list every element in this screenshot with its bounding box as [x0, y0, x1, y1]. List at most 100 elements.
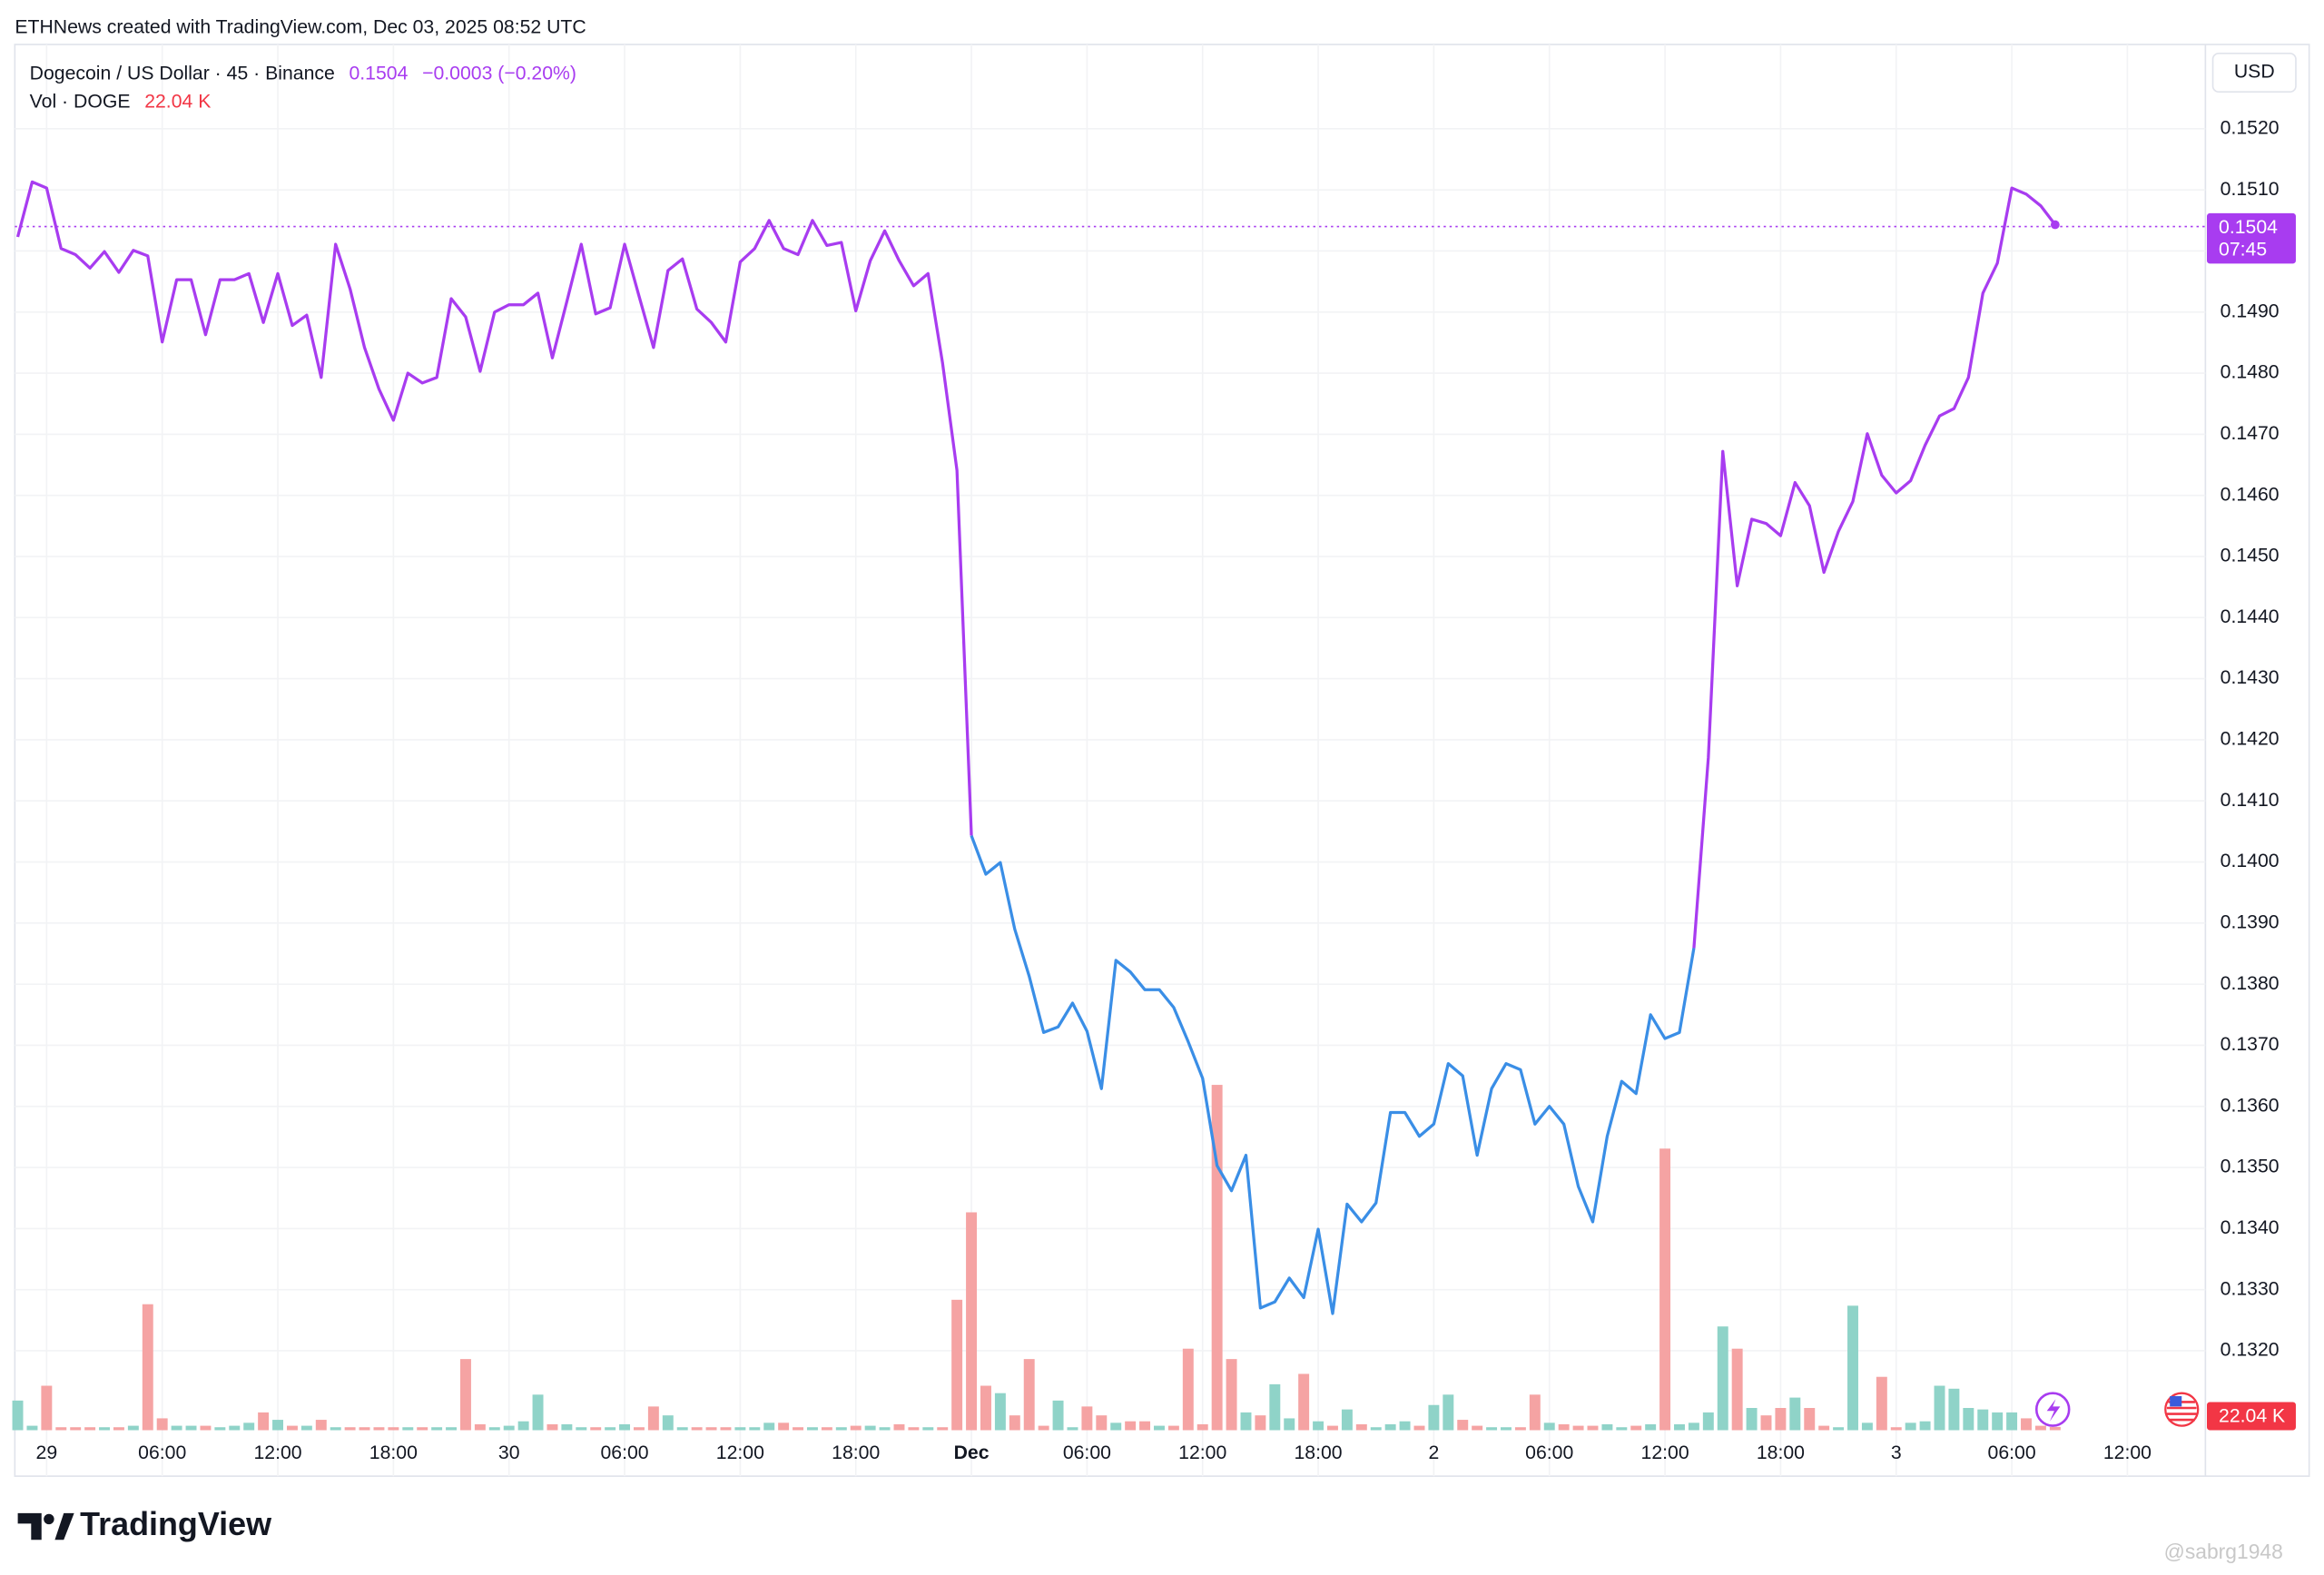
volume-bar: [778, 1422, 790, 1431]
volume-bar: [12, 1400, 24, 1431]
volume-bar: [793, 1427, 804, 1431]
volume-bar: [1196, 1423, 1208, 1431]
y-tick-label: 0.1520: [2221, 117, 2280, 138]
volume-bar: [1529, 1394, 1541, 1431]
volume-bar: [1096, 1415, 1108, 1431]
y-tick-label: 0.1480: [2221, 362, 2280, 383]
volume-bar: [1009, 1415, 1020, 1431]
volume-bar: [1572, 1425, 1584, 1431]
us-flag-icon[interactable]: [2164, 1392, 2200, 1427]
volume-bar: [619, 1423, 631, 1431]
volume-bar: [1905, 1422, 1916, 1431]
volume-bar: [300, 1425, 312, 1431]
volume-bar: [806, 1427, 818, 1431]
volume-bar: [1501, 1427, 1512, 1431]
x-tick-label: 18:00: [1295, 1442, 1343, 1463]
volume-bar: [1284, 1418, 1295, 1431]
legend-title: Dogecoin / US Dollar · 45 · Binance 0.15…: [30, 63, 576, 84]
volume-bar: [1543, 1422, 1555, 1431]
volume-bar: [243, 1422, 255, 1431]
watermark: @sabrg1948: [2164, 1540, 2283, 1563]
volume-bar: [446, 1427, 458, 1431]
volume-bar: [576, 1427, 587, 1431]
volume-bar: [1052, 1400, 1064, 1431]
volume-bar: [1616, 1427, 1628, 1431]
volume-bar: [1428, 1404, 1440, 1431]
volume-bar: [922, 1427, 934, 1431]
volume-bar: [142, 1304, 153, 1431]
volume-bar: [937, 1427, 949, 1431]
y-tick-label: 0.1460: [2221, 484, 2280, 505]
legend-change: −0.0003 (−0.20%): [422, 63, 576, 84]
volume-bar: [156, 1418, 168, 1431]
volume-bar: [1804, 1408, 1816, 1431]
volume-bar: [1110, 1422, 1122, 1431]
symbol: Dogecoin / US Dollar · 45 · Binance: [30, 63, 335, 84]
volume-bar: [503, 1425, 515, 1431]
volume-bar: [1125, 1421, 1137, 1431]
volume-bar: [1023, 1359, 1035, 1431]
x-tick-label: 2: [1428, 1442, 1439, 1463]
volume-bar: [474, 1423, 486, 1431]
volume-bar: [951, 1299, 963, 1431]
volume-bar: [1226, 1359, 1237, 1431]
volume-bar: [1789, 1397, 1801, 1431]
flash-icon[interactable]: [2034, 1392, 2071, 1427]
volume-bar: [1919, 1421, 1931, 1431]
volume-bar: [431, 1427, 443, 1431]
volume-bar: [879, 1427, 891, 1431]
volume-bar: [1760, 1415, 1772, 1431]
volume-bar: [1154, 1425, 1165, 1431]
volume-bar: [459, 1359, 471, 1431]
volume-bar: [1370, 1427, 1382, 1431]
volume-bar: [705, 1427, 717, 1431]
volume-bar: [2034, 1425, 2046, 1431]
volume-bar: [1645, 1423, 1657, 1431]
volume-bar: [84, 1427, 96, 1431]
x-tick-label: 06:00: [600, 1442, 648, 1463]
volume-bar: [1558, 1423, 1570, 1431]
y-tick-label: 0.1410: [2221, 790, 2280, 811]
volume-bar: [734, 1427, 746, 1431]
grid: [15, 44, 2206, 1477]
x-tick-label: 18:00: [832, 1442, 880, 1463]
volume-bar: [1081, 1406, 1093, 1431]
volume-bar: [315, 1420, 327, 1431]
x-tick-label: Dec: [954, 1442, 990, 1463]
y-tick-label: 0.1450: [2221, 546, 2280, 566]
volume-bar: [1890, 1427, 1902, 1431]
x-tick-label: 12:00: [716, 1442, 764, 1463]
tradingview-logo: [17, 1512, 74, 1541]
volume-bar: [1876, 1376, 1887, 1431]
currency-button[interactable]: [2211, 52, 2297, 94]
volume-bar: [1731, 1348, 1743, 1431]
volume-bar: [605, 1427, 616, 1431]
volume-bar: [286, 1425, 298, 1431]
volume-bar: [488, 1427, 500, 1431]
volume-bar: [1413, 1425, 1425, 1431]
x-tick-label: 12:00: [1178, 1442, 1226, 1463]
volume-bar: [1139, 1421, 1151, 1431]
y-tick-label: 0.1510: [2221, 179, 2280, 200]
volume-bar: [2006, 1412, 2018, 1431]
volume-bar: [41, 1385, 53, 1431]
volume-bar: [720, 1427, 732, 1431]
y-tick-label: 0.1490: [2221, 300, 2280, 321]
volume-bar: [1601, 1423, 1613, 1431]
x-tick-label: 06:00: [1525, 1442, 1573, 1463]
volume-bar: [330, 1427, 341, 1431]
volume-bar: [229, 1425, 241, 1431]
volume-bar: [55, 1427, 67, 1431]
volume-bar: [1486, 1427, 1498, 1431]
x-tick-label: 12:00: [2103, 1442, 2152, 1463]
volume-bar: [171, 1425, 182, 1431]
last-point: [2050, 220, 2060, 230]
x-tick-label: 18:00: [369, 1442, 418, 1463]
volume-bar: [633, 1427, 645, 1431]
volume-bar: [113, 1427, 124, 1431]
header: ETHNews created with TradingView.com, De…: [15, 17, 586, 38]
currency[interactable]: USD: [2234, 62, 2275, 83]
volume-bar: [26, 1425, 38, 1431]
